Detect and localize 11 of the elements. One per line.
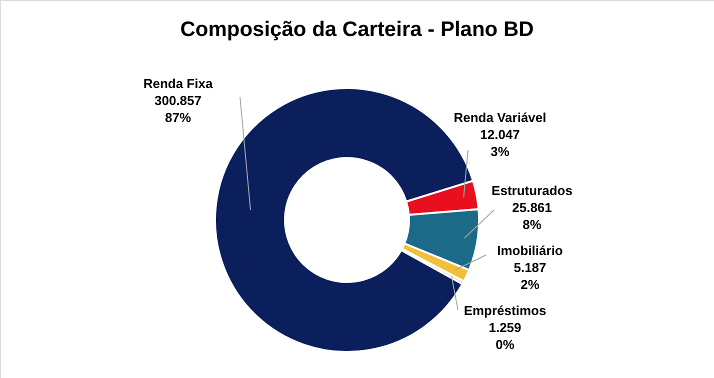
slice-label: Imobiliário [497,243,563,258]
slice-label: Renda Fixa [143,76,214,91]
data-label: 12.047 3% [480,127,520,159]
chart-title: Composição da Carteira - Plano BD [180,18,534,41]
data-label: 5.187 2% [514,260,546,292]
data-label: 300.857 87% [154,93,202,125]
slice-label: Renda Variável [454,110,546,125]
slice-label: Empréstimos [464,303,546,318]
data-label: 1.259 0% [488,320,522,352]
data-label: 25.861 8% [512,200,552,232]
slice-label: Estruturados [492,183,572,198]
